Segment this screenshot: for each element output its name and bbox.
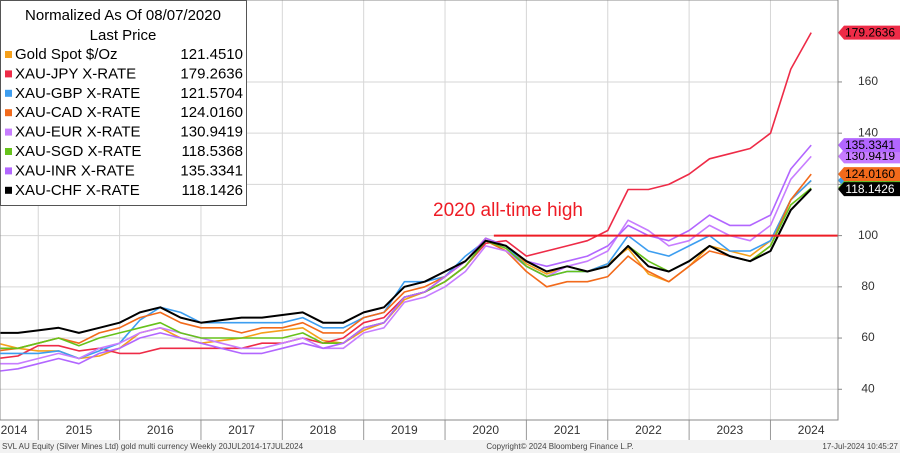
legend-label: XAU-GBP X-RATE [15,85,140,102]
legend-value: 130.9419 [180,124,243,141]
legend-label: XAU-JPY X-RATE [15,65,136,82]
footer-center: Copyright© 2024 Bloomberg Finance L.P. [486,442,633,451]
x-tick-label: 2024 [798,423,825,437]
legend-swatch [5,167,12,175]
x-tick-label: 2018 [310,423,337,437]
footer-left: SVL AU Equity (Silver Mines Ltd) gold mu… [2,442,304,451]
legend-box [0,0,247,206]
legend: Normalized As Of 08/07/2020 Last Price G… [0,0,247,206]
series-line [0,155,812,365]
price-flag [838,25,900,40]
legend-swatch [5,70,12,78]
legend-label: XAU-EUR X-RATE [15,124,141,141]
legend-label: XAU-CHF X-RATE [15,182,140,199]
legend-value: 135.3341 [180,162,243,179]
series-line [0,173,812,352]
legend-value: 118.5368 [182,143,243,160]
footer-right: 17-Jul-2024 10:45:27 [822,442,898,451]
series-line [0,188,812,334]
legend-label: XAU-SGD X-RATE [15,143,141,160]
legend-swatch [5,128,12,136]
x-tick-label: 2015 [66,423,93,437]
price-flag-label: 124.0160 [845,167,895,181]
legend-value: 121.4510 [180,46,243,63]
y-tick-label: 100 [858,228,878,242]
y-tick-label: 160 [858,74,878,88]
x-tick-label: 2020 [472,423,499,437]
price-flag-label: 118.1426 [845,182,894,196]
lines [0,32,812,372]
x-tick-label: 2021 [554,423,581,437]
y-tick-label: 40 [861,381,875,395]
legend-subtitle: Last Price [90,27,157,44]
plot-frame [0,0,839,421]
legend-swatch [5,148,12,155]
price-flag [838,149,900,164]
y-tick-label: 60 [861,330,875,344]
x-tick-label: 2023 [716,423,743,437]
legend-value: 121.5704 [180,85,243,102]
price-flag-label: 135.3341 [845,138,895,152]
legend-label: XAU-INR X-RATE [15,162,135,179]
x-tick-label: 2016 [147,423,174,437]
price-flag [838,138,900,153]
y-tick-label: 140 [858,125,878,139]
x-tick-label: 2014 [1,423,28,437]
legend-swatch [5,89,12,97]
legend-swatch [5,51,12,58]
series-line [0,144,812,372]
overlay: 2020 all-time high121.4510179.2636121.57… [433,25,900,237]
x-tick-label: 2019 [391,423,418,437]
legend-swatch [5,186,12,194]
price-flag-label: 179.2636 [845,25,895,39]
legend-label: XAU-CAD X-RATE [15,104,141,121]
y-tick-label: 80 [861,279,875,293]
price-flag-label: 130.9419 [845,149,895,163]
x-tick-label: 2022 [635,423,662,437]
legend-label: Gold Spot $/Oz [15,46,118,63]
legend-swatch [5,109,12,117]
price-flag [838,182,900,197]
legend-value: 124.0160 [180,104,243,121]
footer-band [0,440,900,453]
series-line [0,179,812,360]
legend-value: 179.2636 [180,65,243,82]
legend-value: 118.1426 [182,182,243,199]
price-flag [838,167,900,182]
legend-title: Normalized As Of 08/07/2020 [25,7,221,24]
annotation: 2020 all-time high [433,200,583,221]
x-tick-label: 2017 [228,423,255,437]
